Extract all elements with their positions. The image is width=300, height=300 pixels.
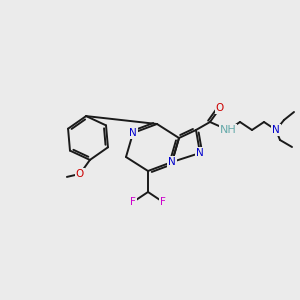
- Text: O: O: [216, 103, 224, 113]
- Text: F: F: [130, 197, 136, 207]
- Text: O: O: [76, 169, 84, 179]
- Text: N: N: [196, 148, 204, 158]
- Text: N: N: [129, 128, 137, 138]
- Text: NH: NH: [220, 125, 236, 135]
- Text: N: N: [168, 157, 176, 167]
- Text: F: F: [160, 197, 166, 207]
- Text: N: N: [272, 125, 280, 135]
